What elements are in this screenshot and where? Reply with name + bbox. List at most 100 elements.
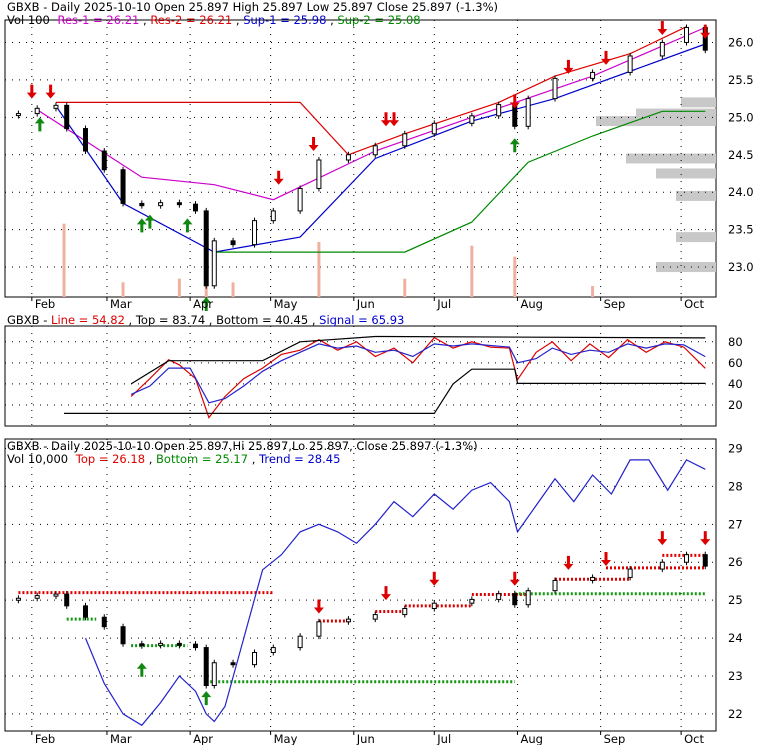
x-tick-label: Jul bbox=[436, 732, 451, 745]
trend-candle-body bbox=[702, 554, 708, 567]
price-candle-body bbox=[345, 154, 351, 161]
trend-candle-body bbox=[525, 590, 531, 606]
price-candles bbox=[15, 24, 708, 289]
trend-buy-arrow bbox=[201, 691, 212, 706]
x-tick-label: May bbox=[274, 732, 298, 745]
oscillator-y-axis: 80 60 40 20 bbox=[728, 335, 743, 412]
price-candle-body bbox=[627, 55, 633, 73]
trend-legend: Vol 10,000 Top = 26.18 , Bottom = 25.17 … bbox=[7, 452, 340, 466]
price-y-axis: 26.0 25.5 25.0 24.5 24.0 23.5 23.0 bbox=[728, 35, 754, 274]
volume-bar bbox=[177, 278, 181, 297]
y-tick-label: 24.5 bbox=[728, 148, 754, 162]
volume-bar bbox=[317, 242, 321, 297]
trend-candle-body bbox=[297, 635, 303, 649]
price-candle-body bbox=[53, 104, 59, 109]
x-tick-label: Oct bbox=[684, 297, 704, 311]
trend-candle-body bbox=[64, 593, 70, 607]
volume-profile bbox=[596, 97, 716, 273]
price-x-axis: Feb Mar Apr May Jun Jul Aug Sep Oct bbox=[31, 297, 704, 311]
sell-arrow bbox=[509, 94, 520, 109]
price-candle-body bbox=[203, 210, 209, 287]
volume-profile-bar bbox=[676, 232, 716, 243]
y-tick-label: 25.0 bbox=[728, 110, 754, 124]
price-candle-body bbox=[659, 41, 665, 57]
trend-candle-body bbox=[590, 576, 596, 581]
trend-header: GBXB - Daily 2025-10-10 Open 25.897,Hi 2… bbox=[7, 439, 478, 453]
res-line bbox=[56, 26, 687, 156]
y-tick-label: 20 bbox=[728, 398, 743, 412]
y-tick-label: 29 bbox=[728, 441, 743, 455]
oscillator-lines bbox=[64, 335, 706, 419]
osc-signal-line bbox=[130, 343, 706, 404]
price-legend: Vol 100 Res-1 = 26.21 , Res-2 = 26.21 , … bbox=[7, 13, 421, 27]
price-candle-body bbox=[469, 115, 475, 124]
sell-arrow bbox=[657, 20, 668, 35]
buy-arrow bbox=[136, 218, 147, 233]
y-tick-label: 28 bbox=[728, 479, 743, 493]
sell-arrow bbox=[600, 50, 611, 65]
buy-arrow bbox=[509, 138, 520, 153]
price-candle-body bbox=[120, 169, 126, 204]
y-tick-label: 24 bbox=[728, 631, 743, 645]
trend-candle-body bbox=[469, 598, 475, 604]
x-tick-label: Sep bbox=[604, 297, 626, 311]
trend-sell-arrow bbox=[700, 531, 711, 546]
price-candle-body bbox=[431, 122, 437, 135]
oscillator-panel: GBXB - Line = 54.82 , Top = 83.74 , Bott… bbox=[4, 313, 743, 427]
price-candle-body bbox=[496, 104, 502, 117]
trend-sell-arrow bbox=[563, 555, 574, 570]
trend-candle-body bbox=[158, 642, 164, 646]
x-tick-label: Jul bbox=[436, 297, 451, 311]
trend-candles bbox=[15, 551, 708, 689]
trend-candle-body bbox=[627, 568, 633, 578]
y-tick-label: 23.0 bbox=[728, 260, 754, 274]
sup2-line bbox=[214, 110, 706, 253]
sell-arrow bbox=[563, 59, 574, 74]
sell-arrow bbox=[26, 84, 37, 99]
price-candle-body bbox=[158, 202, 164, 207]
price-candle-body bbox=[316, 159, 322, 189]
trend-candle-body bbox=[230, 662, 236, 666]
trend-candle-body bbox=[101, 616, 107, 628]
trend-candle-body bbox=[372, 614, 378, 620]
y-tick-label: 24.0 bbox=[728, 185, 754, 199]
y-tick-label: 26.0 bbox=[728, 35, 754, 49]
trend-candle-body bbox=[659, 561, 665, 570]
sell-arrow bbox=[700, 24, 711, 39]
sell-arrow bbox=[45, 84, 56, 99]
y-tick-label: 26 bbox=[728, 555, 743, 569]
x-tick-label: Mar bbox=[110, 732, 132, 745]
buy-arrow bbox=[201, 297, 212, 311]
trend-candle-body bbox=[211, 662, 217, 686]
volume-bar bbox=[231, 282, 235, 297]
trend-candle-body bbox=[431, 602, 437, 610]
price-candle-body bbox=[552, 77, 558, 100]
volume-profile-bar bbox=[626, 153, 716, 164]
sell-arrow bbox=[308, 137, 319, 152]
trend-candle-body bbox=[270, 647, 276, 654]
x-tick-label: Sep bbox=[604, 732, 626, 745]
price-candle-body bbox=[372, 145, 378, 156]
volume-bar bbox=[513, 256, 517, 297]
trend-candle-body bbox=[496, 593, 502, 600]
y-tick-label: 60 bbox=[728, 356, 743, 370]
trend-candle-body bbox=[15, 597, 21, 601]
price-signal-arrows bbox=[26, 20, 711, 311]
trend-candle-body bbox=[120, 626, 126, 645]
x-tick-label: May bbox=[274, 297, 298, 311]
y-tick-label: 25 bbox=[728, 593, 743, 607]
x-tick-label: Feb bbox=[35, 297, 55, 311]
price-candle-body bbox=[683, 26, 689, 43]
volume-bar bbox=[121, 282, 125, 297]
trend-sell-arrow bbox=[600, 552, 611, 567]
trend-candle-body bbox=[53, 593, 59, 597]
ma-line bbox=[36, 26, 706, 201]
price-panel: GBXB - Daily 2025-10-10 Open 25.897 High… bbox=[4, 0, 754, 311]
osc-line-line bbox=[130, 336, 706, 419]
trend-sell-arrow bbox=[429, 571, 440, 586]
trend-sell-arrow bbox=[657, 531, 668, 546]
volume-profile-bar bbox=[681, 97, 716, 108]
volume-profile-bar bbox=[656, 168, 716, 179]
sell-arrow bbox=[380, 112, 391, 127]
volume-bar bbox=[591, 286, 595, 297]
